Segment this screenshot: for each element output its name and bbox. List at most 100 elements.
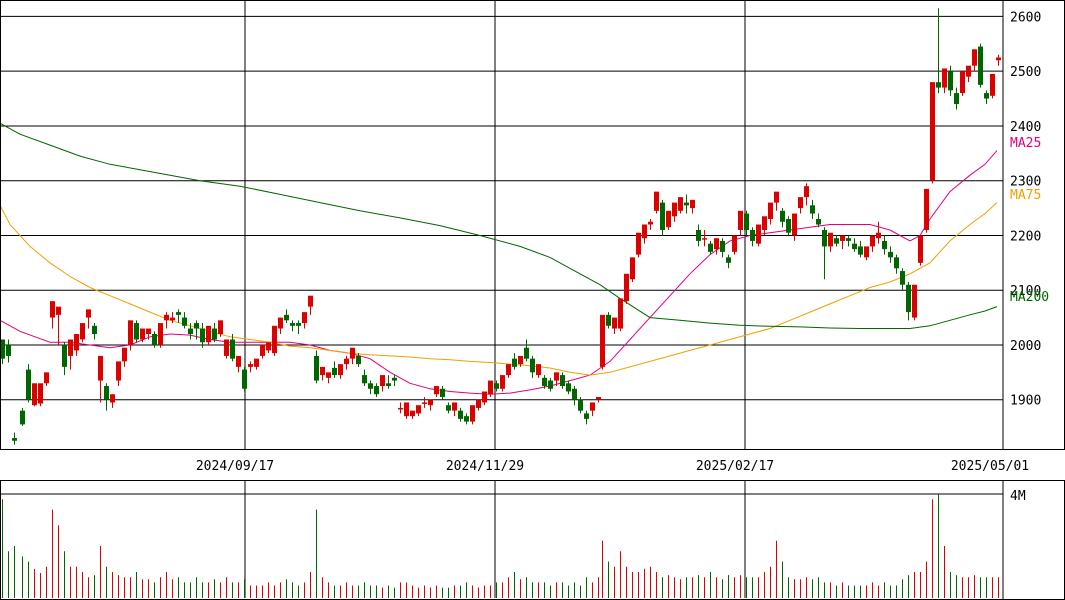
candle-body (266, 342, 271, 351)
candle-body (56, 306, 61, 315)
candle-body (876, 232, 881, 239)
moving-average-lines (0, 122, 998, 395)
candle-body (368, 383, 373, 389)
candle-body (606, 314, 611, 326)
candle-body (422, 402, 427, 404)
candle-body (506, 364, 511, 376)
candle-body (714, 238, 719, 250)
candle-body (242, 369, 247, 389)
ma-line-ma75 (0, 202, 998, 376)
candle-body (0, 339, 5, 359)
candle-body (720, 240, 725, 252)
candle-body (990, 73, 995, 96)
candle-body (206, 325, 211, 343)
candle-body (960, 71, 965, 94)
candle-body (840, 235, 845, 241)
candle-body (984, 93, 989, 99)
candle-body (834, 238, 839, 244)
candle-body (152, 334, 157, 345)
candle-body (578, 399, 583, 411)
candle-body (584, 413, 589, 419)
candle-body (530, 358, 535, 373)
price-tick-label: 2600 (1010, 10, 1041, 25)
candle-body (326, 372, 331, 378)
candle-body (828, 232, 833, 247)
candle-body (428, 399, 433, 406)
candle-body (284, 314, 289, 321)
candle-body (446, 405, 451, 411)
candle-body (314, 355, 319, 381)
candle-body (272, 325, 277, 354)
candle-body (882, 240, 887, 250)
candle-body (624, 273, 629, 302)
price-tick-label: 2300 (1010, 175, 1041, 190)
candle-body (560, 375, 565, 387)
candle-body (176, 312, 181, 315)
candle-body (32, 383, 37, 406)
candle-body (858, 246, 863, 255)
candle-body (416, 405, 421, 414)
candle-body (738, 210, 743, 230)
candle-body (302, 312, 307, 324)
candle-body (452, 402, 457, 411)
candle-body (410, 410, 415, 417)
candle-body (50, 301, 55, 318)
price-candles (0, 8, 1001, 445)
candle-body (572, 388, 577, 400)
candle-body (404, 402, 409, 417)
ma-line-ma200 (0, 122, 998, 329)
candle-body (500, 375, 505, 389)
candle-body (542, 377, 547, 387)
candle-body (762, 216, 767, 230)
candle-body (744, 213, 749, 230)
candle-body (380, 375, 385, 387)
candle-body (170, 317, 175, 321)
candle-body (996, 57, 1001, 61)
candle-body (822, 229, 827, 247)
candle-body (116, 361, 121, 381)
candle-body (936, 82, 941, 88)
ma-label-ma25: MA25 (1010, 136, 1041, 151)
candle-body (188, 328, 193, 335)
candle-body (122, 347, 127, 362)
candle-body (726, 257, 731, 263)
candle-body (20, 410, 25, 425)
candle-body (954, 93, 959, 105)
candle-body (374, 386, 379, 395)
price-tick-label: 1900 (1010, 394, 1041, 409)
candle-body (98, 355, 103, 381)
candle-body (732, 235, 737, 252)
candle-body (140, 328, 145, 340)
candle-body (470, 405, 475, 422)
candle-body (26, 369, 31, 400)
candle-body (6, 344, 11, 356)
candle-body (440, 388, 445, 397)
candle-body (476, 399, 481, 408)
candle-body (398, 407, 403, 410)
candle-body (12, 438, 17, 441)
candle-body (750, 229, 755, 241)
candle-body (972, 49, 977, 66)
volume-max-label: 4M (1010, 489, 1026, 504)
candle-body (200, 328, 205, 343)
candle-body (678, 197, 683, 211)
candle-body (236, 355, 241, 367)
candle-body (356, 355, 361, 365)
candle-body (350, 347, 355, 359)
candle-body (978, 46, 983, 85)
candle-body (780, 210, 785, 222)
candle-body (248, 364, 253, 367)
candle-body (458, 410, 463, 419)
candle-body (524, 347, 529, 359)
candle-body (894, 257, 899, 269)
candle-body (224, 339, 229, 356)
candle-body (80, 323, 85, 340)
price-tick-label: 2500 (1010, 65, 1041, 80)
candle-body (810, 205, 815, 214)
grid-lines (0, 0, 1004, 598)
candle-body (344, 358, 349, 365)
candle-body (930, 82, 935, 181)
candle-body (86, 309, 91, 318)
candle-body (630, 257, 635, 280)
